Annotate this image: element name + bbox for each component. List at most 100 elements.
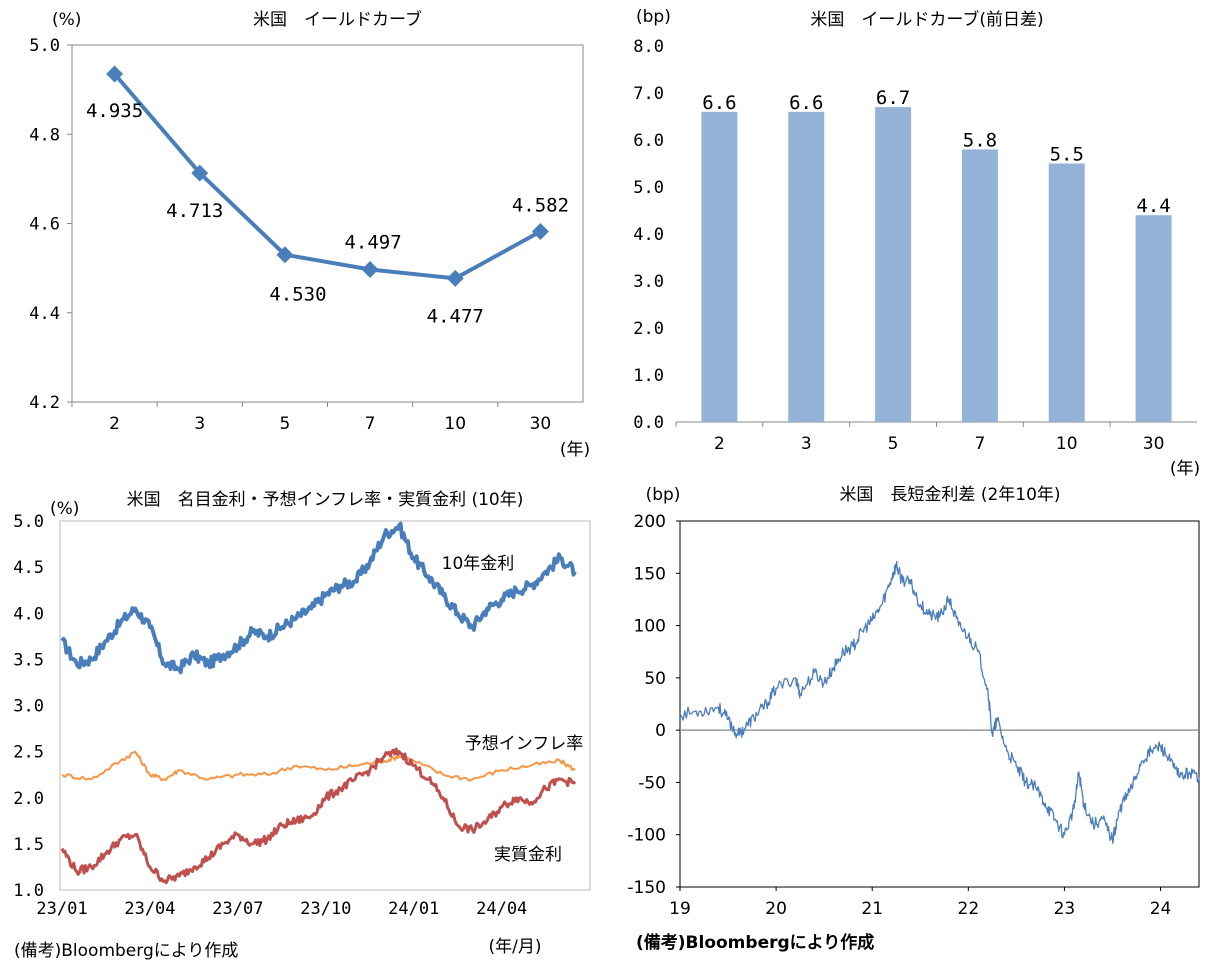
x-tick-label: 10	[1056, 434, 1078, 454]
x-tick-label: 10	[444, 414, 466, 434]
series-label-nominal: 10年金利	[442, 554, 515, 574]
chart-title: 米国 イールドカーブ(前日差)	[810, 9, 1043, 30]
x-unit: (年)	[1170, 459, 1200, 479]
y-tick-label: 1.0	[633, 366, 664, 386]
x-tick-label: 5	[888, 434, 899, 454]
y-tick-label: 4.6	[29, 215, 60, 235]
y-tick-label: 2.0	[633, 319, 664, 339]
x-unit: (年)	[560, 440, 590, 460]
plot-area	[679, 520, 1200, 888]
bar-value-label: 6.6	[702, 92, 736, 114]
bar	[961, 149, 998, 422]
x-tick-label: 24	[1150, 899, 1172, 919]
x-tick-label: 2	[714, 434, 725, 454]
x-tick-label: 23/07	[212, 899, 263, 919]
x-tick-label: 20	[765, 899, 787, 919]
x-tick-label: 30	[1143, 434, 1165, 454]
x-tick-label: 24/04	[476, 899, 527, 919]
y-tick-label: 0	[655, 721, 666, 741]
x-tick-label: 23/04	[124, 899, 175, 919]
y-tick-label: 100	[634, 617, 666, 637]
plot-area	[71, 44, 584, 403]
y-tick-label: 4.4	[29, 304, 60, 324]
y-tick-label: 3.5	[13, 650, 44, 670]
y-tick-label: 2.0	[13, 789, 44, 809]
y-unit: (%)	[50, 499, 79, 519]
x-tick-label: 24/01	[388, 899, 439, 919]
y-unit: (bp)	[636, 7, 671, 27]
bar	[701, 111, 738, 423]
y-tick-label: 150	[634, 564, 666, 584]
x-tick-label: 23/01	[36, 899, 87, 919]
chart-title: 米国 長短金利差 (2年10年)	[839, 485, 1060, 505]
chart-title: 米国 イールドカーブ	[253, 9, 422, 30]
series-label-real: 実質金利	[494, 845, 562, 865]
bar	[1048, 163, 1085, 422]
data-label: 4.582	[512, 195, 569, 217]
bar-value-label: 4.4	[1136, 195, 1170, 217]
x-unit: (年/月)	[489, 937, 542, 957]
x-tick-label: 2	[109, 414, 120, 434]
y-tick-label: 4.2	[29, 393, 60, 413]
data-label: 4.530	[269, 284, 326, 306]
x-tick-label: 19	[669, 899, 691, 919]
y-tick-label: 5.0	[29, 36, 60, 56]
data-label: 4.713	[166, 200, 223, 222]
x-tick-label: 23	[1054, 899, 1076, 919]
y-tick-label: 4.8	[29, 125, 60, 145]
bar-value-label: 6.6	[789, 92, 823, 114]
x-tick-label: 7	[975, 434, 986, 454]
y-tick-label: 2.5	[13, 743, 44, 763]
y-tick-label: 0.0	[633, 413, 664, 433]
data-label: 4.935	[86, 100, 143, 122]
y-tick-label: 5.0	[13, 512, 44, 532]
series-line	[61, 750, 576, 782]
y-tick-label: 6.0	[633, 131, 664, 151]
x-tick-label: 5	[280, 414, 291, 434]
yield-line	[113, 72, 542, 281]
source-note-left: (備考)Bloombergにより作成	[14, 941, 239, 961]
y-tick-label: -50	[638, 773, 666, 793]
y-tick-label: 4.0	[633, 225, 664, 245]
data-label: 4.477	[427, 305, 484, 327]
y-tick-label: 4.0	[13, 604, 44, 624]
data-point	[531, 223, 549, 241]
source-note-right: (備考)Bloombergにより作成	[636, 933, 875, 953]
series-line	[60, 521, 577, 675]
y-unit: (%)	[52, 10, 81, 30]
y-tick-label: 4.5	[13, 558, 44, 578]
y-tick-label: 1.5	[13, 835, 44, 855]
x-tick-label: 7	[365, 414, 376, 434]
chart-title: 米国 名目金利・予想インフレ率・実質金利 (10年)	[127, 490, 524, 510]
data-point	[361, 260, 379, 278]
x-tick-label: 30	[530, 414, 552, 434]
data-point	[446, 269, 464, 287]
series-label-inflation: 予想インフレ率	[465, 734, 584, 754]
bar	[788, 111, 825, 423]
x-tick-label: 21	[861, 899, 883, 919]
y-tick-label: 200	[634, 512, 666, 532]
y-tick-label: 1.0	[13, 881, 44, 901]
y-unit: (bp)	[646, 485, 681, 505]
y-tick-label: -150	[627, 878, 666, 898]
x-tick-label: 3	[194, 414, 205, 434]
data-label: 4.497	[344, 231, 401, 253]
x-tick-label: 23/10	[300, 899, 351, 919]
bar-value-label: 5.5	[1050, 144, 1084, 166]
y-tick-label: 3.0	[13, 697, 44, 717]
bar	[875, 107, 912, 422]
y-tick-label: 50	[644, 669, 666, 689]
plot-area	[59, 520, 591, 891]
y-tick-label: -100	[627, 826, 666, 846]
y-tick-label: 7.0	[633, 84, 664, 104]
y-tick-label: 8.0	[633, 37, 664, 57]
bar-value-label: 5.8	[963, 129, 997, 151]
data-point	[106, 65, 124, 83]
y-tick-label: 5.0	[633, 178, 664, 198]
x-tick-label: 3	[801, 434, 812, 454]
x-tick-label: 22	[958, 899, 980, 919]
y-tick-label: 3.0	[633, 272, 664, 292]
bar-value-label: 6.7	[876, 87, 910, 109]
